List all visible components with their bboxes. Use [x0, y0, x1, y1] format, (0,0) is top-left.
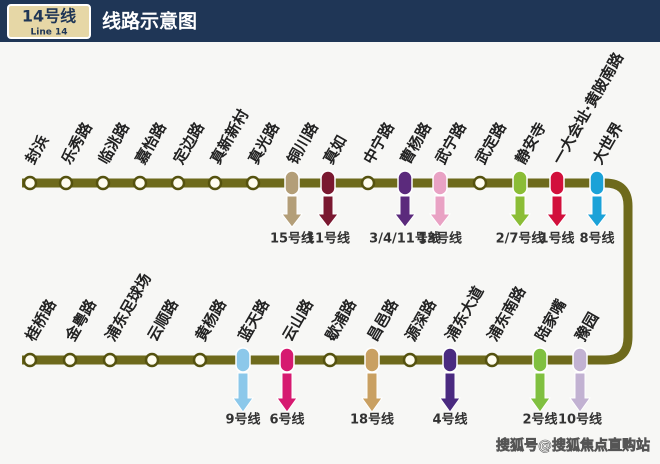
station-dot [22, 352, 38, 368]
transfer-arrow [529, 372, 551, 413]
transfer-arrow [276, 372, 298, 413]
station-dot [402, 352, 418, 368]
station-dot [144, 352, 160, 368]
transfer-arrow [569, 372, 591, 413]
transfer-station [572, 347, 588, 373]
station-dot [22, 175, 38, 191]
station-dot [245, 175, 261, 191]
badge-text: 14号线 [22, 7, 76, 26]
transfer-station [432, 170, 448, 196]
transfer-arrow [428, 195, 452, 228]
station-dot [360, 175, 376, 191]
badge-subtext: Line 14 [31, 28, 68, 38]
station-dot [95, 175, 111, 191]
transfer-station [364, 347, 380, 373]
station-dot [102, 352, 118, 368]
transfer-label: 18号线 [350, 412, 394, 428]
transfer-station [512, 170, 528, 196]
transfer-station [235, 347, 251, 373]
transfer-label: 11号线 [306, 231, 350, 247]
transfer-arrow [545, 195, 569, 228]
header-bar [0, 0, 660, 42]
station-dot [322, 352, 338, 368]
transfer-label: 2/7号线 [496, 231, 545, 247]
station-dot [207, 175, 223, 191]
line-badge [7, 4, 91, 39]
transfer-label: 10号线 [558, 412, 602, 428]
transfer-arrow [585, 195, 609, 228]
transfer-arrow [280, 195, 304, 228]
station-dot [192, 352, 208, 368]
transfer-label: 1号线 [539, 231, 574, 247]
transfer-station [279, 347, 295, 373]
transfer-label: 15号线 [270, 231, 314, 247]
station-dot [132, 175, 148, 191]
transfer-arrow [316, 195, 340, 228]
transfer-station [549, 170, 565, 196]
transfer-arrow [393, 195, 417, 228]
transfer-station [442, 347, 458, 373]
transfer-label: 3/4/11号线 [369, 231, 441, 247]
transfer-arrow [232, 372, 254, 413]
transfer-arrow [508, 195, 532, 228]
station-dot [472, 175, 488, 191]
transfer-arrow [439, 372, 461, 413]
transfer-station [397, 170, 413, 196]
transfer-station [589, 170, 605, 196]
transfer-arrow [361, 372, 383, 413]
transfer-label: 9号线 [225, 412, 260, 428]
station-dot [170, 175, 186, 191]
watermark: 搜狐号@搜狐焦点直购站 [496, 437, 650, 454]
transfer-station [284, 170, 300, 196]
station-dot [58, 175, 74, 191]
transfer-label: 8号线 [579, 231, 614, 247]
transfer-station [532, 347, 548, 373]
transfer-label: 4号线 [432, 412, 467, 428]
station-dot [484, 352, 500, 368]
transfer-label: 2号线 [522, 412, 557, 428]
transfer-label: 6号线 [269, 412, 304, 428]
transfer-label: 13号线 [418, 231, 462, 247]
line-track [22, 178, 633, 365]
header-title: 线路示意图 [102, 10, 197, 33]
transfer-station [320, 170, 336, 196]
station-dot [62, 352, 78, 368]
